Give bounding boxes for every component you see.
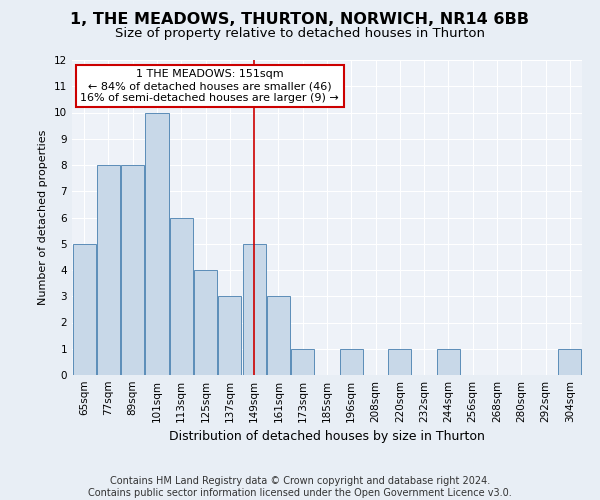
Bar xyxy=(340,349,363,375)
X-axis label: Distribution of detached houses by size in Thurton: Distribution of detached houses by size … xyxy=(169,430,485,444)
Bar xyxy=(242,244,266,375)
Bar xyxy=(145,112,169,375)
Bar xyxy=(559,349,581,375)
Bar xyxy=(267,296,290,375)
Text: Size of property relative to detached houses in Thurton: Size of property relative to detached ho… xyxy=(115,28,485,40)
Bar xyxy=(218,296,241,375)
Bar xyxy=(170,218,193,375)
Bar xyxy=(194,270,217,375)
Text: 1 THE MEADOWS: 151sqm
← 84% of detached houses are smaller (46)
16% of semi-deta: 1 THE MEADOWS: 151sqm ← 84% of detached … xyxy=(80,70,339,102)
Text: 1, THE MEADOWS, THURTON, NORWICH, NR14 6BB: 1, THE MEADOWS, THURTON, NORWICH, NR14 6… xyxy=(71,12,530,28)
Bar xyxy=(73,244,95,375)
Bar xyxy=(97,165,120,375)
Bar xyxy=(437,349,460,375)
Bar xyxy=(291,349,314,375)
Y-axis label: Number of detached properties: Number of detached properties xyxy=(38,130,49,305)
Bar xyxy=(388,349,412,375)
Text: Contains HM Land Registry data © Crown copyright and database right 2024.
Contai: Contains HM Land Registry data © Crown c… xyxy=(88,476,512,498)
Bar xyxy=(121,165,144,375)
